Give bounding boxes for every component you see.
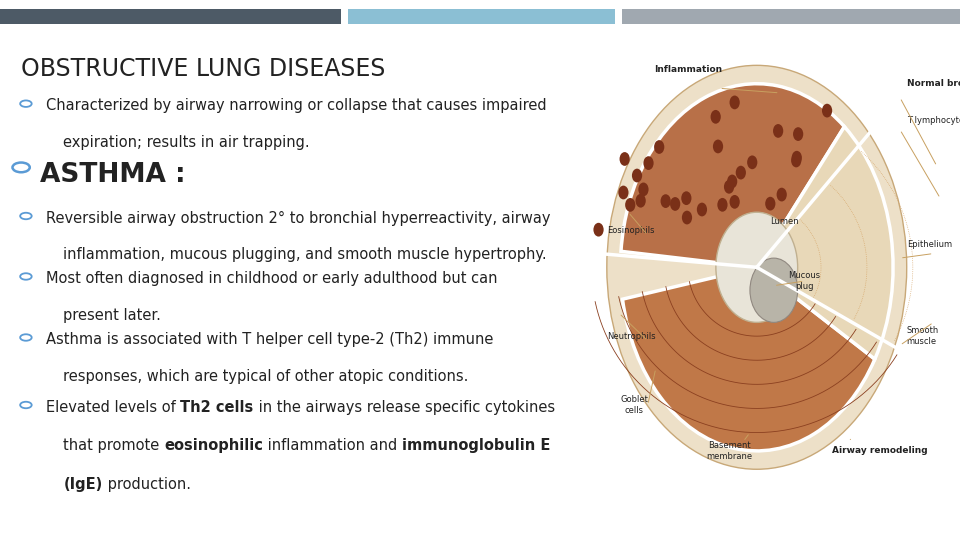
Circle shape	[638, 183, 649, 197]
Circle shape	[765, 197, 776, 211]
Text: Characterized by airway narrowing or collapse that causes impaired: Characterized by airway narrowing or col…	[46, 98, 546, 113]
Circle shape	[777, 188, 787, 201]
Circle shape	[619, 152, 630, 166]
Circle shape	[717, 198, 728, 212]
Circle shape	[682, 211, 692, 225]
Wedge shape	[756, 127, 893, 359]
Text: Most often diagnosed in childhood or early adulthood but can: Most often diagnosed in childhood or ear…	[46, 271, 497, 286]
Circle shape	[747, 156, 757, 169]
Circle shape	[682, 191, 691, 205]
Text: inflammation, mucous plugging, and smooth muscle hypertrophy.: inflammation, mucous plugging, and smoot…	[63, 247, 547, 262]
Bar	[0, 9, 341, 24]
Text: immunoglobulin E: immunoglobulin E	[402, 438, 550, 454]
Circle shape	[660, 194, 671, 208]
Text: Normal bronchus: Normal bronchus	[906, 79, 960, 88]
Text: Epithelium: Epithelium	[906, 240, 952, 249]
Text: Eosinophils: Eosinophils	[607, 226, 655, 235]
Circle shape	[710, 110, 721, 124]
Circle shape	[654, 140, 664, 154]
Text: eosinophilic: eosinophilic	[164, 438, 263, 454]
Circle shape	[792, 151, 802, 165]
Circle shape	[730, 195, 740, 209]
Circle shape	[822, 104, 832, 118]
Text: Th2 cells: Th2 cells	[180, 400, 253, 415]
Text: Elevated levels of: Elevated levels of	[46, 400, 180, 415]
Circle shape	[713, 139, 723, 153]
Wedge shape	[621, 84, 845, 267]
Text: (IgE): (IgE)	[63, 477, 103, 492]
Circle shape	[730, 96, 740, 109]
Circle shape	[697, 202, 708, 217]
Text: responses, which are typical of other atopic conditions.: responses, which are typical of other at…	[63, 369, 468, 384]
Text: Asthma is associated with T helper cell type-2 (Th2) immune: Asthma is associated with T helper cell …	[46, 332, 493, 347]
Text: Mucous
plug: Mucous plug	[788, 272, 821, 291]
Wedge shape	[622, 267, 875, 451]
Text: inflammation and: inflammation and	[263, 438, 402, 454]
Circle shape	[632, 168, 642, 183]
Circle shape	[625, 198, 636, 212]
Circle shape	[724, 180, 734, 194]
Circle shape	[636, 194, 646, 207]
Circle shape	[750, 258, 798, 322]
Text: in the airways release specific cytokines: in the airways release specific cytokine…	[253, 400, 555, 415]
Text: ASTHMA :: ASTHMA :	[40, 162, 186, 188]
Circle shape	[773, 124, 783, 138]
Bar	[622, 9, 960, 24]
Text: Smooth
muscle: Smooth muscle	[906, 327, 939, 346]
Circle shape	[791, 153, 802, 167]
Circle shape	[716, 212, 798, 322]
Bar	[348, 9, 615, 24]
Text: Inflammation: Inflammation	[655, 65, 723, 75]
Text: Neutrophils: Neutrophils	[607, 332, 656, 341]
Circle shape	[643, 156, 654, 170]
Circle shape	[618, 186, 629, 199]
Circle shape	[593, 223, 604, 237]
Text: Reversible airway obstruction 2° to bronchial hyperreactivity, airway: Reversible airway obstruction 2° to bron…	[46, 211, 551, 226]
Text: Goblet
cells: Goblet cells	[620, 395, 648, 415]
Text: production.: production.	[103, 477, 191, 492]
Circle shape	[793, 127, 804, 141]
Text: that promote: that promote	[63, 438, 164, 454]
Text: expiration; results in air trapping.: expiration; results in air trapping.	[63, 135, 310, 150]
Text: Basement
membrane: Basement membrane	[707, 441, 753, 461]
Text: OBSTRUCTIVE LUNG DISEASES: OBSTRUCTIVE LUNG DISEASES	[21, 57, 386, 80]
Text: Lumen: Lumen	[770, 217, 799, 226]
Text: Airway remodeling: Airway remodeling	[831, 447, 927, 455]
Circle shape	[735, 166, 746, 179]
Text: T lymphocytes: T lymphocytes	[906, 116, 960, 125]
Circle shape	[727, 174, 737, 188]
Circle shape	[670, 197, 681, 211]
Circle shape	[607, 65, 906, 469]
Text: present later.: present later.	[63, 308, 161, 323]
